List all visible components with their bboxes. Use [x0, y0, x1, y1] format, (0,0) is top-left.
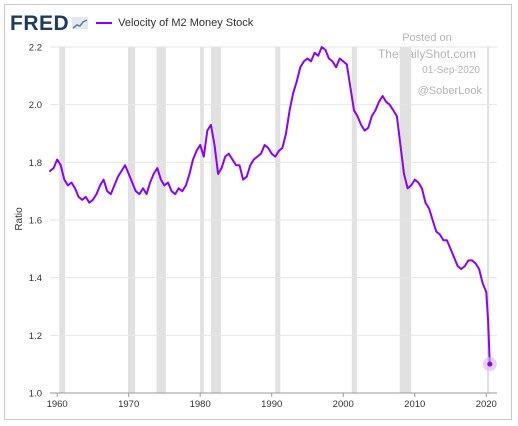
gridlines [50, 46, 497, 394]
y-tick-label: 2.0 [29, 100, 42, 111]
y-tick-label: 1.4 [29, 273, 42, 284]
chart-frame [4, 4, 512, 420]
y-axis-label: Ratio [14, 207, 25, 231]
y-tick-label: 1.6 [29, 216, 42, 227]
series-line-velocity-m2 [49, 46, 491, 366]
y-tick-label: 2.2 [29, 43, 42, 54]
watermark-line1: Posted on [402, 32, 452, 44]
fred-chart-icon [72, 17, 89, 29]
x-tick-label: 2000 [333, 399, 354, 410]
x-tick-label: 2010 [404, 399, 425, 410]
x-tick-label: 1980 [190, 399, 211, 410]
highlight-point [487, 361, 493, 367]
x-tick-label: 1990 [261, 399, 282, 410]
axes: 1.0 1.2 1.4 1.6 1.8 2.0 2.2 1960 1970 1980 1990 200… [29, 43, 497, 410]
series-layer [49, 46, 497, 372]
y-tick-label: 1.8 [29, 158, 42, 169]
y-tick-label: 1.2 [29, 331, 42, 342]
y-tick-label: 1.0 [29, 389, 42, 400]
legend-swatch [96, 22, 113, 24]
fred-logo[interactable]: FRED [10, 11, 70, 35]
watermark-line3: 01-Sep-2020 [422, 65, 480, 76]
x-tick-label: 1970 [118, 399, 139, 410]
watermark-line4: @SoberLook [417, 85, 482, 97]
legend-label[interactable]: Velocity of M2 Money Stock [118, 17, 254, 29]
x-tick-label: 2020 [476, 399, 497, 410]
x-tick-label: 1960 [47, 399, 68, 410]
chart-header: FRED Velocity of M2 Money Stock [10, 10, 253, 36]
